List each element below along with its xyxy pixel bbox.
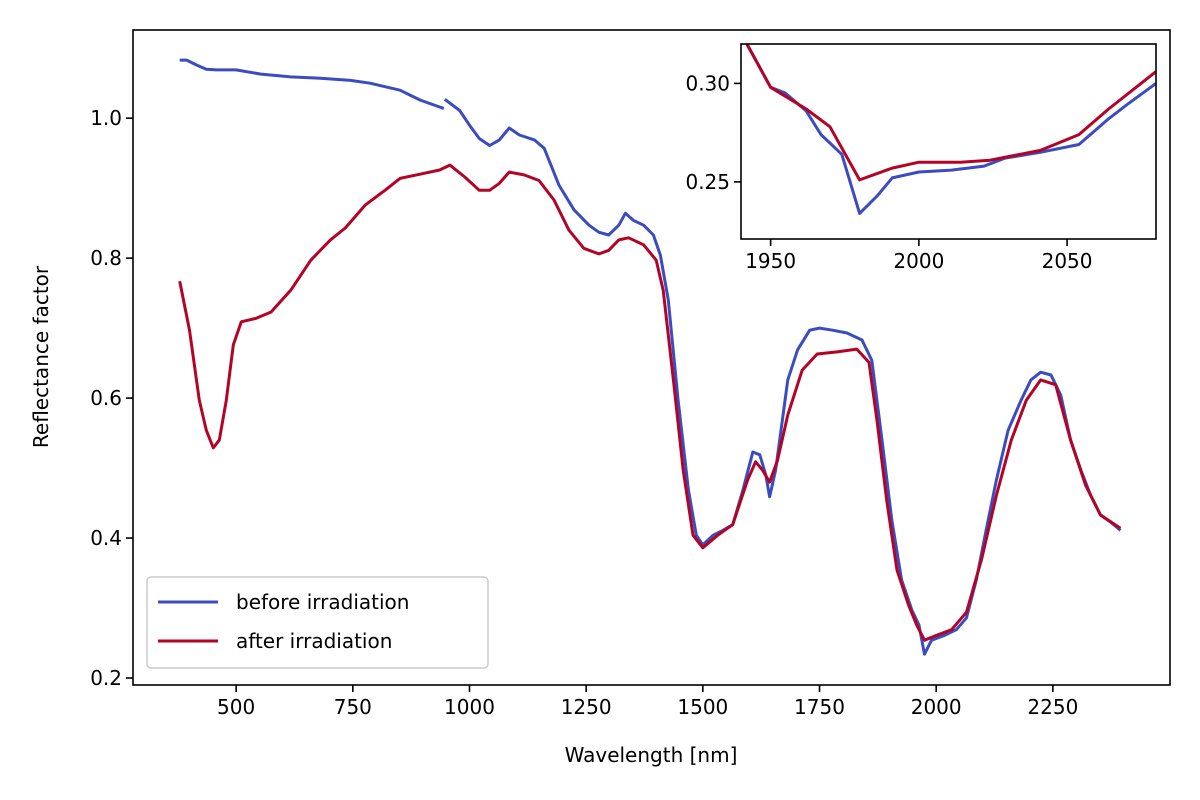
legend-label-after: after irradiation [236,629,392,653]
inset-x-tick-label: 2050 [1042,249,1093,273]
main-frame [132,29,1171,686]
main-x-tick: 1000 [444,685,495,719]
main-x-tick-label: 2250 [1027,695,1078,719]
inset-x-tick: 1950 [745,239,796,273]
main-x-tick: 750 [334,685,372,719]
x-axis-label: Wavelength [nm] [565,743,738,767]
legend: before irradiation after irradiation [146,576,489,669]
main-x-tick-label: 500 [217,695,255,719]
main-x-tick-label: 750 [334,695,372,719]
main-y-tick: 0.6 [90,386,133,410]
main-y-tick-label: 0.2 [90,666,122,690]
inset-x-tick: 2000 [893,239,944,273]
inset-background [741,44,1156,239]
main-x-tick-label: 1000 [444,695,495,719]
y-axis-label: Reflectance factor [29,265,53,448]
inset-x-tick-label: 1950 [745,249,796,273]
main-y-tick-label: 0.6 [90,386,122,410]
main-x-tick-label: 1500 [677,695,728,719]
main-x-tick-label: 1750 [794,695,845,719]
inset-x-tick-label: 2000 [893,249,944,273]
main-x-tick: 1500 [677,685,728,719]
main-y-tick: 0.2 [90,666,133,690]
main-y-tick-label: 1.0 [90,106,122,130]
inset-y-tick: 0.30 [685,71,741,95]
inset-y-tick-label: 0.25 [685,170,730,194]
main-series-before-line [179,58,1122,656]
main-x-tick: 1750 [794,685,845,719]
main-y-tick: 0.4 [90,526,133,550]
inset-y-tick-label: 0.30 [685,71,730,95]
main-y-tick-label: 0.8 [90,246,122,270]
main-y-tick-label: 0.4 [90,526,122,550]
inset-x-tick: 2050 [1042,239,1093,273]
main-x-tick: 2000 [911,685,962,719]
main-x-tick: 1250 [561,685,612,719]
inset-y-tick: 0.25 [685,170,741,194]
main-x-tick: 500 [217,685,255,719]
inset-series-after-line [745,44,1156,182]
main-x-tick-label: 1250 [561,695,612,719]
inset-plot: 1950 2000 2050 0.25 0.30 [685,43,1157,273]
legend-label-before: before irradiation [236,590,409,614]
main-x-tick: 2250 [1027,685,1078,719]
legend-frame [146,576,489,669]
main-y-tick: 0.8 [90,246,133,270]
main-y-tick: 1.0 [90,106,133,130]
inset-frame [740,43,1157,240]
main-series-after-line [178,163,1122,642]
main-x-tick-label: 2000 [911,695,962,719]
